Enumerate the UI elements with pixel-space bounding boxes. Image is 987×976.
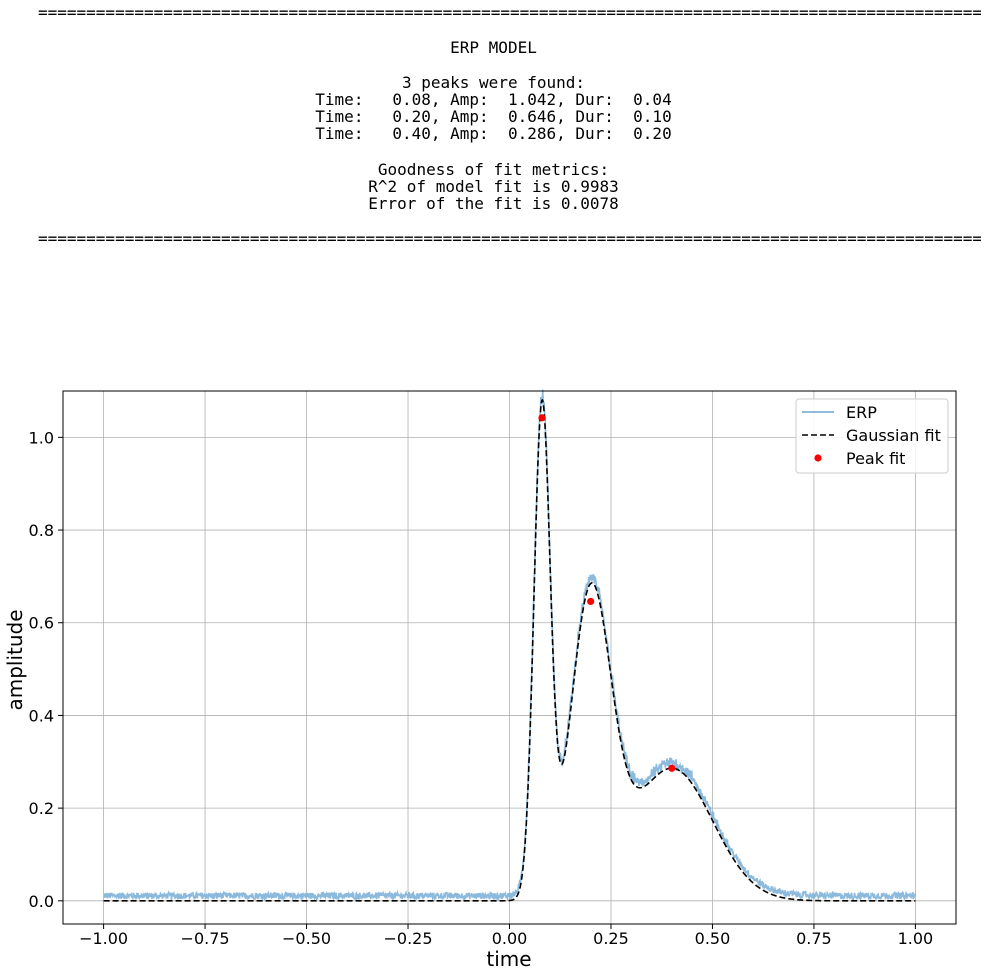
y-tick-label: 0.8 <box>29 521 54 540</box>
metric-r2: R^2 of model fit is 0.9983 <box>368 177 619 196</box>
peaks-header: 3 peaks were found: <box>401 73 586 92</box>
x-tick-label: 1.00 <box>898 929 934 948</box>
y-ticks: 0.0 0.2 0.4 0.6 0.8 1.0 <box>29 428 63 911</box>
x-tick-label: 0.50 <box>695 929 731 948</box>
metrics-header: Goodness of fit metrics: <box>377 160 610 179</box>
x-axis-label: time <box>486 947 531 971</box>
legend-label: Gaussian fit <box>846 426 941 445</box>
peak-line-1: Time: 0.08, Amp: 1.042, Dur: 0.04 <box>315 90 672 109</box>
y-axis-label: amplitude <box>3 609 27 710</box>
x-tick-label: −0.50 <box>282 929 331 948</box>
x-tick-label: 0.00 <box>492 929 528 948</box>
legend-box <box>795 398 949 474</box>
x-tick-label: 0.25 <box>593 929 629 948</box>
legend-peak-swatch <box>814 454 822 462</box>
peak-line-3: Time: 0.40, Amp: 0.286, Dur: 0.20 <box>315 124 672 143</box>
peak-point <box>668 764 676 772</box>
legend-label: ERP <box>846 403 877 422</box>
metric-error: Error of the fit is 0.0078 <box>368 194 619 213</box>
y-tick-label: 0.6 <box>29 614 54 633</box>
peak-point <box>587 597 595 606</box>
legend: ERP Gaussian fit Peak fit <box>795 398 949 474</box>
peak-line-2: Time: 0.20, Amp: 0.646, Dur: 0.10 <box>315 107 672 126</box>
report-top-rule: ========================================… <box>38 4 981 22</box>
legend-label: Peak fit <box>846 449 905 468</box>
peak-points <box>538 414 676 772</box>
y-tick-label: 1.0 <box>29 428 54 447</box>
series-layer <box>103 389 917 902</box>
x-tick-label: −1.00 <box>79 929 128 948</box>
x-ticks: −1.00 −0.75 −0.50 −0.25 0.00 0.25 0.50 0.75 1.00 <box>79 924 933 948</box>
x-tick-label: 0.75 <box>796 929 832 948</box>
erp-line <box>103 389 917 902</box>
x-tick-label: −0.75 <box>181 929 230 948</box>
peak-point <box>538 414 546 422</box>
fit-report: ========================================… <box>0 4 987 247</box>
report-bottom-rule: ========================================… <box>38 230 981 248</box>
y-tick-label: 0.2 <box>29 799 54 818</box>
gaussian-fit-line <box>103 398 916 902</box>
report-title: ERP MODEL <box>450 38 537 57</box>
y-tick-label: 0.4 <box>29 706 54 725</box>
x-tick-label: −0.25 <box>384 929 433 948</box>
y-tick-label: 0.0 <box>29 892 54 911</box>
